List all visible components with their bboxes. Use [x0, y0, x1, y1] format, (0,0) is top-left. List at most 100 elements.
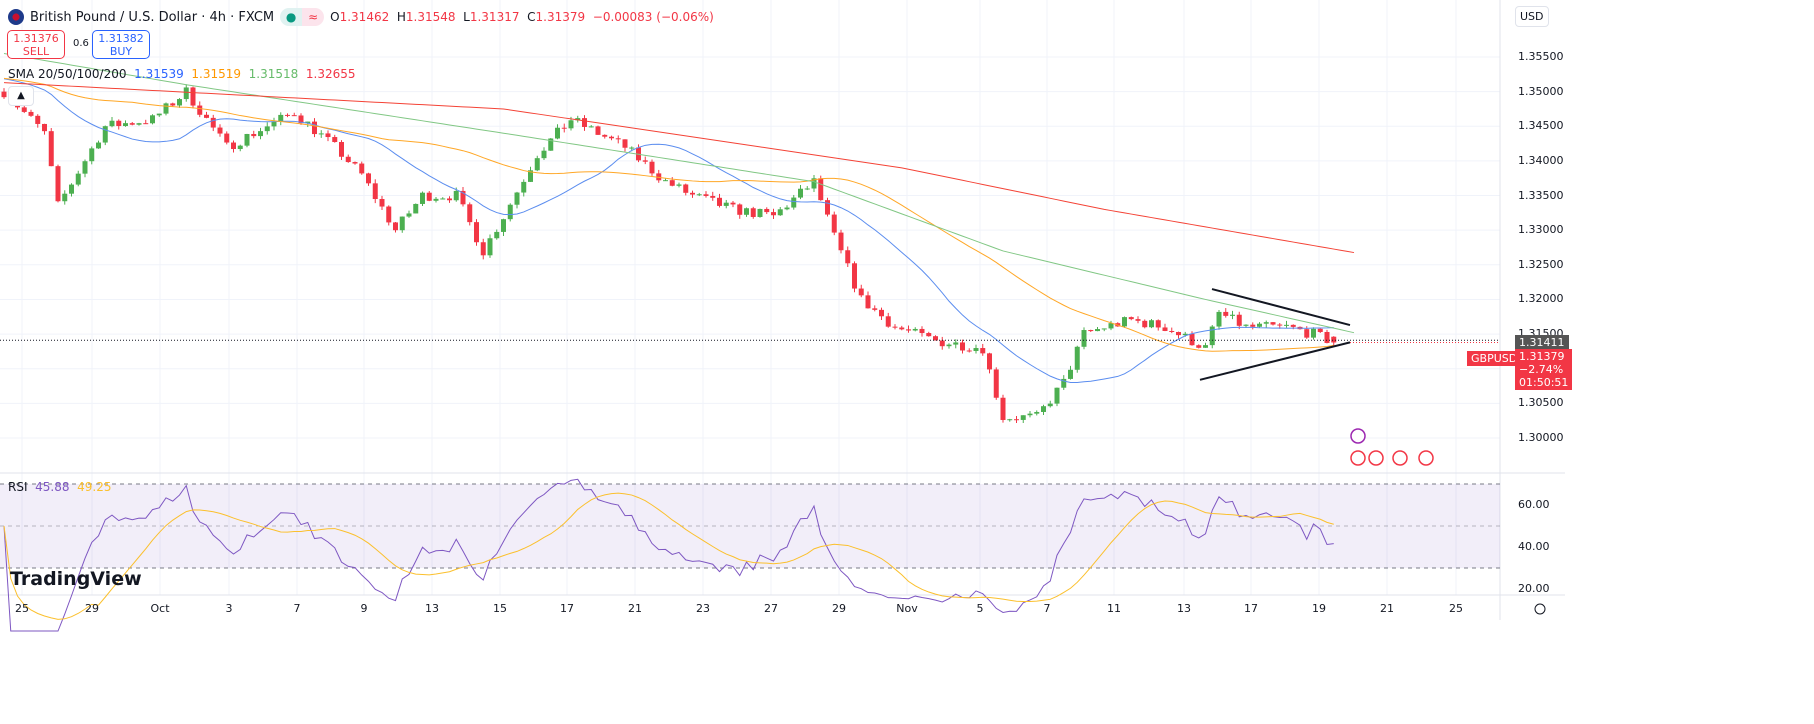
candle-body [231, 142, 236, 150]
triangle-upper-line [1211, 288, 1351, 327]
candle-body [838, 232, 844, 251]
candle-body [1041, 406, 1046, 412]
candle-body [487, 238, 493, 256]
candle-body [251, 133, 257, 137]
time-tick: 11 [1107, 602, 1121, 615]
candle-body [352, 162, 358, 164]
candle-body [69, 184, 74, 194]
time-tick: 15 [493, 602, 507, 615]
candle-body [642, 160, 648, 162]
symbol-label: GBPUSD [1467, 351, 1522, 366]
time-tick: 21 [1380, 602, 1394, 615]
buy-button[interactable]: 1.31382 BUY [92, 30, 150, 59]
candle-body [1203, 345, 1208, 348]
time-tick: 7 [293, 602, 301, 615]
collapse-legend-button[interactable]: ▲ [8, 86, 34, 106]
time-tick: 17 [560, 602, 574, 615]
candle-body [291, 115, 297, 117]
price-tick: 1.33500 [1518, 188, 1564, 202]
candle-body [710, 195, 716, 198]
candle-body [1088, 330, 1094, 332]
candle-body [757, 208, 763, 217]
candle-body [966, 350, 972, 352]
candle-body [55, 166, 61, 202]
candle-body [649, 161, 655, 174]
candle-body [764, 208, 770, 213]
candle-body [1176, 331, 1181, 336]
candle-body [1, 91, 7, 98]
candle-body [379, 199, 385, 207]
candle-body [622, 139, 628, 148]
sma-legend[interactable]: SMA 20/50/100/200 1.31539 1.31519 1.3151… [8, 67, 356, 81]
candle-body [1074, 346, 1080, 370]
time-tick: 23 [696, 602, 710, 615]
time-tick: 13 [425, 602, 439, 615]
candle-body [987, 353, 992, 370]
candle-body [1196, 345, 1202, 348]
candle-body [1311, 328, 1316, 338]
time-tick: 27 [764, 602, 778, 615]
candle-body [1128, 317, 1134, 320]
candle-body [102, 126, 108, 143]
time-tick: 3 [225, 602, 233, 615]
candle-body [62, 193, 68, 202]
candle-body [1263, 322, 1269, 324]
candle-body [440, 198, 446, 200]
candle-body [372, 183, 378, 200]
candle-body [892, 326, 898, 328]
candle-body [534, 158, 540, 171]
status-pill[interactable]: ● ≈ [280, 8, 325, 26]
candle-body [514, 192, 520, 205]
candle-body [433, 198, 439, 201]
candle-body [507, 204, 513, 220]
us-event-icon [1368, 450, 1384, 466]
candle-body [1068, 369, 1073, 379]
candle-body [676, 184, 682, 186]
candle-body [696, 194, 702, 196]
candle-body [1054, 387, 1060, 404]
candle-body [305, 121, 311, 124]
sell-button[interactable]: 1.31376 SELL [7, 30, 65, 59]
candle-body [210, 117, 216, 128]
price-tick: 1.32500 [1518, 257, 1564, 271]
candle-body [1216, 311, 1222, 327]
candle-body [993, 369, 999, 398]
symbol-title[interactable]: British Pound / U.S. Dollar · 4h · FXCM [30, 9, 275, 25]
candle-body [359, 163, 365, 174]
candle-body [831, 214, 837, 233]
candle-body [568, 120, 574, 129]
candle-body [906, 329, 911, 331]
candle-body [615, 138, 621, 140]
candle-body [393, 222, 398, 231]
candle-body [204, 114, 209, 118]
candle-body [933, 336, 938, 341]
candle-body [872, 308, 878, 310]
candle-body [460, 190, 466, 205]
candle-body [312, 121, 317, 135]
candle-body [217, 127, 223, 134]
candle-body [798, 188, 803, 198]
candle-body [1270, 322, 1276, 325]
candle-body [960, 342, 965, 351]
candle-body [332, 137, 338, 143]
time-tick: 29 [85, 602, 99, 615]
rsi-legend[interactable]: RSI 45.88 49.25 [8, 480, 112, 494]
candle-body [136, 123, 142, 125]
candle-body [1095, 329, 1100, 332]
candle-body [285, 114, 290, 116]
last-price-label: 1.31379 −2.74% 01:50:51 [1515, 349, 1573, 390]
candle-body [528, 170, 533, 182]
candle-body [1223, 311, 1229, 316]
sma100-line [3, 53, 1355, 334]
candle-body [89, 148, 95, 162]
candle-body [129, 123, 135, 125]
currency-selector[interactable]: USD [1515, 6, 1549, 27]
candle-body [224, 133, 230, 143]
candle-body [1317, 328, 1323, 332]
price-tick: 1.30500 [1518, 396, 1564, 410]
candle-body [588, 126, 594, 128]
candle-body [123, 123, 128, 127]
tradingview-logo[interactable]: TradingView [10, 568, 142, 590]
candle-body [1230, 314, 1235, 316]
